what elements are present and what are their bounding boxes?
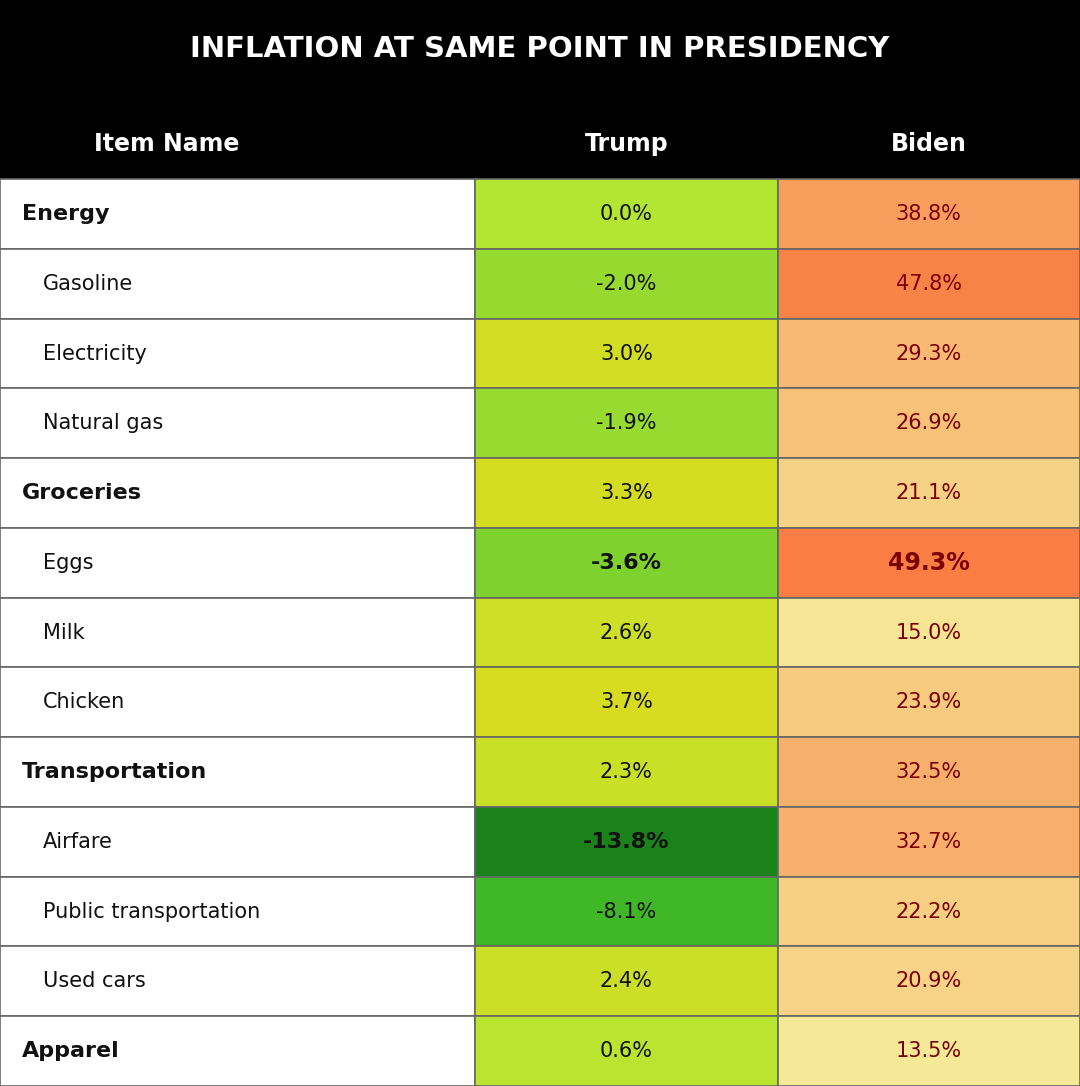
- Bar: [778, 807, 1080, 876]
- Text: -13.8%: -13.8%: [583, 832, 670, 851]
- Text: 49.3%: 49.3%: [888, 551, 970, 574]
- Text: Airfare: Airfare: [43, 832, 113, 851]
- Text: 32.5%: 32.5%: [895, 762, 962, 782]
- Text: -2.0%: -2.0%: [596, 274, 657, 294]
- Bar: [0, 109, 1080, 179]
- Bar: [0, 1016, 475, 1086]
- Bar: [0, 597, 475, 668]
- Text: Eggs: Eggs: [43, 553, 94, 572]
- Bar: [475, 318, 778, 389]
- Text: 23.9%: 23.9%: [895, 693, 962, 712]
- Text: 2.4%: 2.4%: [600, 971, 652, 992]
- Bar: [475, 947, 778, 1016]
- Text: Item Name: Item Name: [94, 131, 239, 156]
- Text: 15.0%: 15.0%: [895, 622, 962, 643]
- Text: 2.3%: 2.3%: [600, 762, 652, 782]
- Text: 38.8%: 38.8%: [896, 204, 961, 224]
- Text: 26.9%: 26.9%: [895, 414, 962, 433]
- Bar: [475, 179, 778, 249]
- Text: Electricity: Electricity: [43, 343, 147, 364]
- Bar: [0, 179, 475, 249]
- Text: -1.9%: -1.9%: [596, 414, 657, 433]
- Text: -8.1%: -8.1%: [596, 901, 657, 922]
- Bar: [778, 389, 1080, 458]
- Text: Gasoline: Gasoline: [43, 274, 134, 294]
- Bar: [778, 179, 1080, 249]
- Bar: [0, 458, 475, 528]
- Text: INFLATION AT SAME POINT IN PRESIDENCY: INFLATION AT SAME POINT IN PRESIDENCY: [190, 35, 890, 63]
- Text: Groceries: Groceries: [22, 483, 141, 503]
- Bar: [0, 249, 475, 318]
- Bar: [778, 668, 1080, 737]
- Text: Chicken: Chicken: [43, 693, 125, 712]
- Text: 3.0%: 3.0%: [600, 343, 652, 364]
- Bar: [778, 737, 1080, 807]
- Text: Public transportation: Public transportation: [43, 901, 260, 922]
- Text: 47.8%: 47.8%: [895, 274, 962, 294]
- Bar: [475, 737, 778, 807]
- Text: -3.6%: -3.6%: [591, 553, 662, 572]
- Text: Apparel: Apparel: [22, 1041, 120, 1061]
- Text: 21.1%: 21.1%: [895, 483, 962, 503]
- Text: Milk: Milk: [43, 622, 85, 643]
- Text: 2.6%: 2.6%: [599, 622, 653, 643]
- Text: 3.3%: 3.3%: [600, 483, 652, 503]
- Bar: [0, 947, 475, 1016]
- Text: 13.5%: 13.5%: [895, 1041, 962, 1061]
- Bar: [475, 597, 778, 668]
- Bar: [778, 458, 1080, 528]
- Bar: [475, 876, 778, 947]
- Bar: [475, 528, 778, 597]
- Text: 0.6%: 0.6%: [599, 1041, 653, 1061]
- Text: 32.7%: 32.7%: [895, 832, 962, 851]
- Bar: [778, 947, 1080, 1016]
- Text: Trump: Trump: [584, 131, 669, 156]
- Text: Natural gas: Natural gas: [43, 414, 163, 433]
- Bar: [475, 458, 778, 528]
- Text: 0.0%: 0.0%: [600, 204, 652, 224]
- Bar: [0, 528, 475, 597]
- Bar: [475, 249, 778, 318]
- Bar: [475, 807, 778, 876]
- Text: 29.3%: 29.3%: [895, 343, 962, 364]
- Bar: [778, 597, 1080, 668]
- Bar: [475, 1016, 778, 1086]
- Bar: [0, 737, 475, 807]
- Text: Used cars: Used cars: [43, 971, 146, 992]
- Bar: [778, 1016, 1080, 1086]
- Text: 3.7%: 3.7%: [600, 693, 652, 712]
- Bar: [0, 389, 475, 458]
- Text: 20.9%: 20.9%: [895, 971, 962, 992]
- Bar: [778, 876, 1080, 947]
- Bar: [778, 249, 1080, 318]
- Text: Energy: Energy: [22, 204, 109, 224]
- Bar: [0, 876, 475, 947]
- Text: Biden: Biden: [891, 131, 967, 156]
- Bar: [778, 318, 1080, 389]
- Bar: [0, 807, 475, 876]
- Text: 22.2%: 22.2%: [895, 901, 962, 922]
- Bar: [475, 389, 778, 458]
- Bar: [0, 318, 475, 389]
- Bar: [778, 528, 1080, 597]
- Bar: [0, 668, 475, 737]
- Text: Transportation: Transportation: [22, 762, 207, 782]
- Bar: [475, 668, 778, 737]
